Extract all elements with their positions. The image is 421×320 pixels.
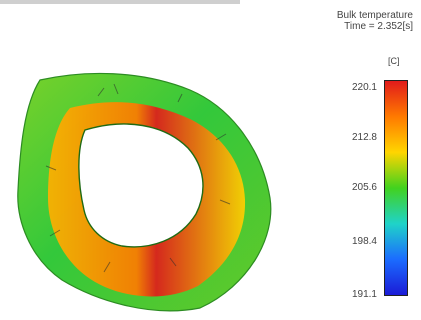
legend-title: Bulk temperature Time = 2.352[s]: [337, 10, 413, 32]
colorbar-tick-max: 220.1: [351, 82, 377, 93]
legend-title-line-1: Bulk temperature: [336, 10, 413, 21]
window-top-edge: [0, 0, 240, 4]
colorbar-tick-4: 198.4: [351, 236, 377, 247]
3d-viewport[interactable]: [0, 0, 310, 320]
colorbar-tick-2: 212.8: [351, 132, 377, 143]
legend-unit: [C]: [388, 56, 400, 66]
legend-title-line-2: Time = 2.352[s]: [344, 21, 413, 32]
colorbar-tick-min: 191.1: [351, 289, 377, 300]
colorbar-tick-3: 205.6: [351, 182, 377, 193]
colorbar: [384, 80, 408, 296]
temperature-model: [17, 72, 272, 312]
